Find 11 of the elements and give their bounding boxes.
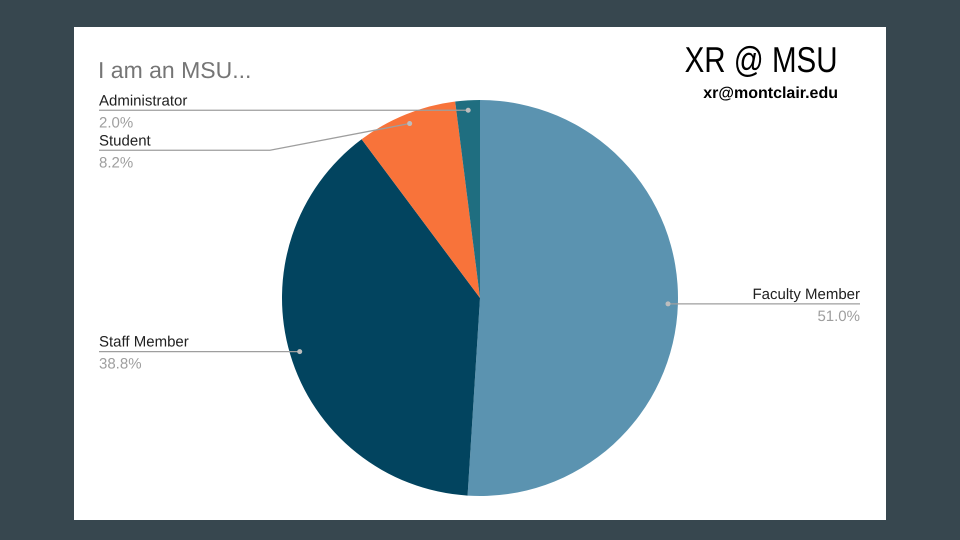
data-label: 38.8%	[99, 356, 142, 373]
data-label: 2.0%	[99, 114, 134, 132]
slice-label: Student	[99, 132, 152, 150]
text: XR @ MSU	[685, 39, 838, 81]
chart-title: I am an MSU...	[98, 57, 252, 84]
text: xr@montclair.edu	[703, 85, 838, 103]
slice-label: Faculty Member	[752, 286, 860, 303]
slice-label: Administrator	[99, 92, 188, 110]
data-label: 8.2%	[99, 154, 134, 172]
data-label: 51.0%	[817, 308, 860, 325]
slice-label: Staff Member	[99, 334, 189, 351]
